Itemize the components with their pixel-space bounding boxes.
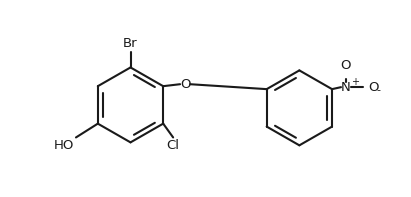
Text: -: - — [377, 85, 381, 95]
Text: Cl: Cl — [166, 139, 180, 152]
Text: O: O — [180, 78, 190, 91]
Text: O: O — [341, 59, 351, 72]
Text: HO: HO — [53, 139, 74, 152]
Text: N: N — [341, 81, 351, 94]
Text: Br: Br — [123, 37, 138, 50]
Text: +: + — [351, 77, 359, 87]
Text: O: O — [368, 81, 378, 94]
